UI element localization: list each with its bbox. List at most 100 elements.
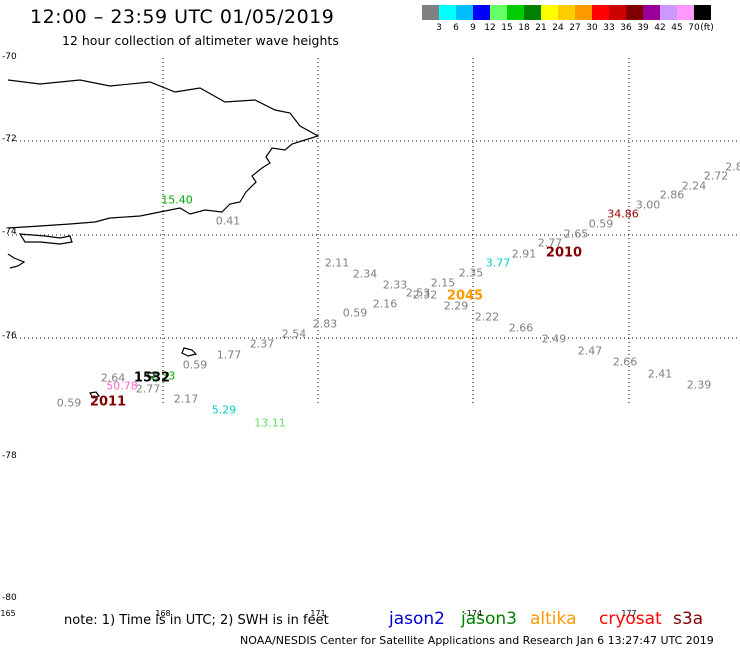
wave-height-value: 15.40 — [161, 193, 193, 207]
color-scale-swatch — [575, 5, 592, 20]
wave-height-value: 2.29 — [443, 299, 469, 313]
lat-label: -76 — [2, 331, 17, 341]
wave-height-value: 2.37 — [249, 337, 275, 351]
color-scale-label: 42 — [654, 23, 666, 33]
legend-cryosat: cryosat — [599, 609, 662, 629]
wave-height-value: 34.86 — [607, 207, 639, 221]
wave-height-value: 2.83 — [312, 317, 338, 331]
color-scale-label: 33 — [603, 23, 615, 33]
color-scale-label: 12 — [484, 23, 496, 33]
wave-height-value: 5.29 — [211, 403, 237, 417]
coastline — [7, 79, 320, 399]
wave-height-value: 2.33 — [382, 278, 408, 292]
lon-label: 165 — [0, 609, 16, 618]
wave-height-value: 0.41 — [215, 214, 241, 228]
lat-label: -70 — [2, 52, 17, 62]
wave-height-value: 2.39 — [686, 378, 712, 392]
wave-height-value: 3.00 — [635, 198, 661, 212]
footer-note: note: 1) Time is in UTC; 2) SWH is in fe… — [64, 613, 329, 628]
color-scale-swatch — [694, 5, 711, 20]
color-scale-unit: (ft) — [700, 23, 714, 33]
wave-height-value: 2.86 — [659, 188, 685, 202]
color-scale-swatch — [660, 5, 677, 20]
color-scale-swatch — [626, 5, 643, 20]
legend-jason2: jason2 — [389, 609, 445, 629]
wave-height-value: 2.72 — [703, 169, 729, 183]
lon-label: 171 — [310, 609, 326, 618]
wave-height-value: 2.66 — [612, 355, 638, 369]
wave-height-value: 2.77 — [135, 382, 161, 396]
legend-altika: altika — [530, 609, 577, 629]
color-scale-swatch — [490, 5, 507, 20]
map-subtitle: 12 hour collection of altimeter wave hei… — [62, 33, 339, 48]
color-scale-label: 6 — [453, 23, 459, 33]
wave-height-value: 2.65 — [563, 227, 589, 241]
wave-height-value: 2.15 — [430, 276, 456, 290]
wave-height-value: 2.11 — [324, 256, 350, 270]
wave-height-value: 2.54 — [281, 327, 307, 341]
lat-label: -78 — [2, 451, 17, 461]
color-scale-label: 21 — [535, 23, 547, 33]
wave-height-value: 2.41 — [647, 367, 673, 381]
wave-height-value: 3.77 — [485, 256, 511, 270]
lon-label: 177 — [621, 609, 637, 618]
grid-lines — [8, 58, 740, 406]
wave-height-value: 2.24 — [681, 179, 707, 193]
color-scale-swatch — [439, 5, 456, 20]
color-scale-swatch — [677, 5, 694, 20]
wave-height-value: 0.59 — [588, 217, 614, 231]
wave-height-value: 2.16 — [372, 297, 398, 311]
wave-height-value: 2.47 — [577, 344, 603, 358]
color-scale-swatch — [541, 5, 558, 20]
color-scale-swatch — [473, 5, 490, 20]
color-scale-swatch — [422, 5, 439, 20]
wave-height-value: 0.59 — [56, 396, 82, 410]
color-scale-label: 45 — [671, 23, 683, 33]
wave-height-value: 2.77 — [537, 236, 563, 250]
lat-label: -72 — [2, 134, 17, 144]
color-scale-label: 24 — [552, 23, 564, 33]
wave-height-value: 13.11 — [254, 416, 286, 430]
wave-height-value: 0.59 — [182, 358, 208, 372]
color-scale-swatch — [456, 5, 473, 20]
lat-label: -74 — [2, 227, 17, 237]
wave-height-value: 2.64 — [100, 371, 126, 385]
credit-line: NOAA/NESDIS Center for Satellite Applica… — [240, 634, 714, 647]
color-scale-label: 27 — [569, 23, 581, 33]
wave-height-value: 2.66 — [508, 321, 534, 335]
legend-s3a: s3a — [673, 609, 704, 629]
color-scale-label: 30 — [586, 23, 598, 33]
wave-height-value: 2.32 — [412, 288, 438, 302]
color-scale-swatch — [507, 5, 524, 20]
lon-label: -174 — [463, 609, 483, 618]
wave-height-value: 2.91 — [511, 247, 537, 261]
wave-height-value: 50.78 — [106, 379, 138, 393]
wave-height-value: 2.33 — [150, 369, 176, 383]
legend-jason3: jason3 — [461, 609, 517, 629]
color-scale-label: 3 — [436, 23, 442, 33]
color-scale-label: 70 — [688, 23, 700, 33]
pass-time-label: 2045 — [446, 288, 484, 304]
lat-label: -80 — [2, 593, 17, 603]
color-scale-label: 18 — [518, 23, 530, 33]
map-title: 12:00 – 23:59 UTC 01/05/2019 — [30, 6, 335, 28]
wave-height-value: 2.22 — [474, 310, 500, 324]
pass-time-label: 1532 — [133, 370, 171, 386]
color-scale-swatch — [592, 5, 609, 20]
wave-height-value: 2.17 — [173, 392, 199, 406]
color-scale-swatch — [558, 5, 575, 20]
wave-height-value: 2.34 — [352, 267, 378, 281]
color-scale-label: 39 — [637, 23, 649, 33]
pass-time-label: 2010 — [545, 245, 583, 261]
color-scale-label: 36 — [620, 23, 632, 33]
color-scale-label: 15 — [501, 23, 513, 33]
wave-height-value: 2.8 — [725, 160, 740, 174]
pass-time-label: 2011 — [89, 394, 127, 410]
lon-label: 168 — [155, 609, 171, 618]
wave-height-value: 2.53 — [405, 286, 431, 300]
wave-height-value: 1.77 — [216, 348, 242, 362]
color-scale-swatch — [524, 5, 541, 20]
wave-height-value: 2.49 — [541, 332, 567, 346]
color-scale-label: 9 — [470, 23, 476, 33]
